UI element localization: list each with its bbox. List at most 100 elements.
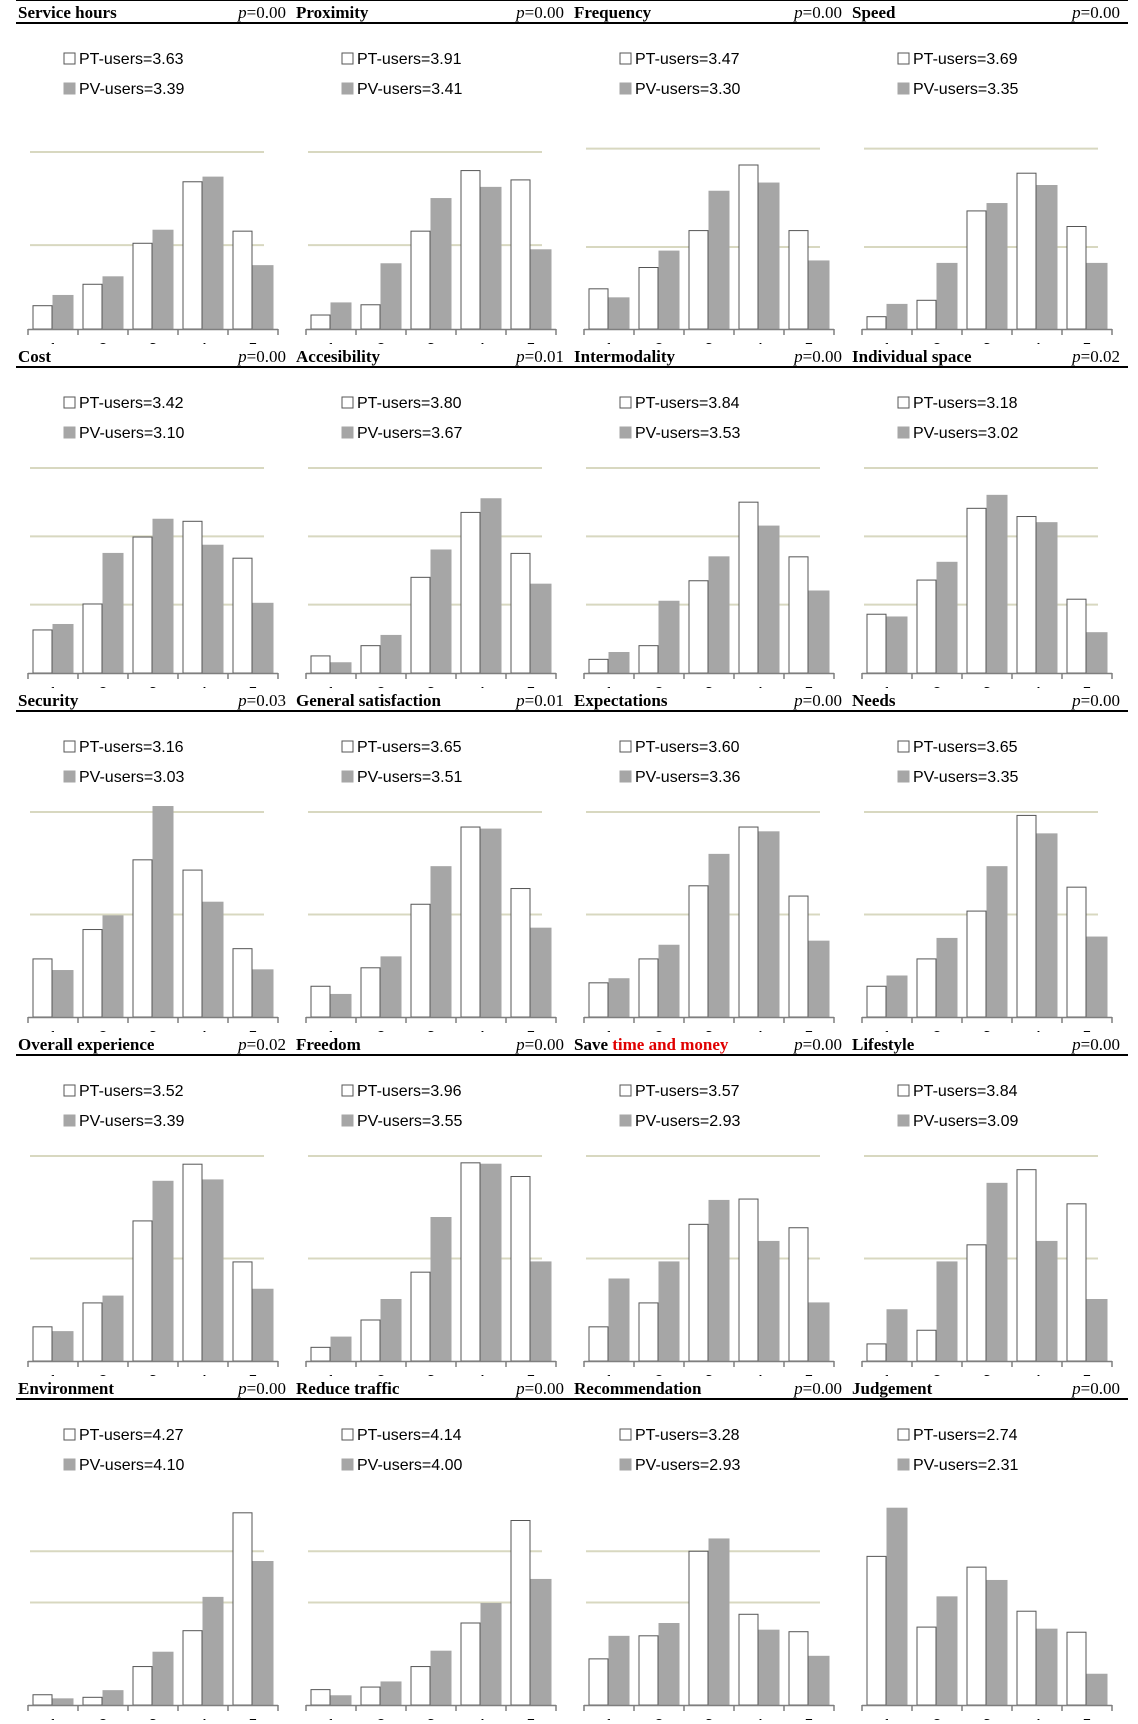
legend-pv-users-swatch (63, 1458, 76, 1471)
bar-pt-users-4 (460, 1162, 481, 1362)
bar-pt-users-1 (866, 316, 887, 330)
bar-pt-users-1 (866, 1555, 887, 1706)
legend-pt-users: PT-users=3.57 (619, 1083, 740, 1100)
x-tick-label-4: 4 (755, 1029, 764, 1032)
bar-pt-users-2 (916, 299, 937, 330)
x-tick-label-4: 4 (477, 685, 486, 688)
x-tick-label-1: 1 (883, 1029, 892, 1032)
bar-pv-users-2 (658, 1623, 680, 1706)
bar-pv-users-2 (936, 1596, 958, 1706)
bar-pv-users-4 (202, 1596, 224, 1706)
x-tick-label-4: 4 (477, 1717, 486, 1720)
legend-pt-users-swatch (897, 740, 910, 753)
bar-pt-users-2 (82, 1302, 103, 1362)
bar-pv-users-5 (1086, 936, 1108, 1018)
legend-pv-users-swatch (897, 82, 910, 95)
chart-title: Proximity (296, 3, 369, 22)
bar-pt-users-4 (182, 869, 203, 1018)
x-tick-label-3: 3 (149, 1373, 158, 1376)
x-tick-label-3: 3 (149, 685, 158, 688)
bar-pv-users-3 (152, 806, 174, 1018)
bar-pt-users-2 (638, 1635, 659, 1706)
bar-pv-users-5 (1086, 1299, 1108, 1362)
chart-header: Recommendation p=0.00 (572, 1376, 850, 1400)
x-tick-label-1: 1 (605, 685, 614, 688)
bar-chart-speed: PT-users=3.69 PV-users=3.35 1 2 3 4 5 (861, 51, 1113, 344)
bar-pv-users-1 (608, 652, 630, 674)
bar-pv-users-1 (886, 303, 908, 330)
legend-pv-users: PV-users=4.10 (63, 1457, 185, 1474)
bar-pt-users-3 (966, 507, 987, 674)
legend-pv-users-text: PV-users=3.35 (913, 769, 1019, 786)
legend-pv-users-text: PV-users=3.55 (357, 1113, 463, 1130)
chart-panel-speed: Speed p=0.00 PT-users=3.69 PV-users=3.35 1 2 3… (850, 0, 1128, 344)
bar-pv-users-3 (708, 556, 730, 674)
bar-pt-users-2 (82, 603, 103, 674)
chart-header: Proximity p=0.00 (294, 0, 572, 24)
x-tick-label-5: 5 (1083, 1717, 1092, 1720)
x-tick-label-2: 2 (933, 685, 942, 688)
bar-pv-users-2 (936, 937, 958, 1018)
bar-pt-users-3 (410, 576, 431, 674)
bar-pt-users-3 (132, 1220, 153, 1362)
x-tick-label-2: 2 (377, 341, 386, 344)
bar-pv-users-3 (708, 190, 730, 330)
chart-header: Needs p=0.00 (850, 688, 1128, 712)
chart-title: General satisfaction (296, 691, 441, 710)
bar-pv-users-4 (1036, 185, 1058, 330)
bar-pt-users-3 (132, 536, 153, 674)
legend-pt-users-swatch (341, 740, 354, 753)
bar-pt-users-4 (1016, 172, 1037, 330)
bar-pv-users-1 (52, 970, 74, 1018)
chart-panel-frequency: Frequency p=0.00 PT-users=3.47 PV-users=3.3… (572, 0, 850, 344)
legend-pv-users-swatch (897, 426, 910, 439)
bar-pv-users-5 (1086, 632, 1108, 674)
bar-pv-users-5 (808, 260, 830, 330)
bar-pt-users-5 (788, 556, 809, 674)
x-tick-label-4: 4 (199, 1373, 208, 1376)
legend-pv-users-text: PV-users=3.36 (635, 769, 741, 786)
legend-pt-users-text: PT-users=3.91 (357, 51, 462, 68)
bar-pt-users-5 (788, 1227, 809, 1362)
chart-panel-expectations: Expectations p=0.00 PT-users=3.60 PV-users=… (572, 688, 850, 1032)
bar-pt-users-3 (132, 859, 153, 1018)
x-tick-label-4: 4 (199, 1717, 208, 1720)
chart-title: Freedom (296, 1035, 361, 1054)
bar-pt-users-5 (788, 1631, 809, 1706)
bar-pt-users-1 (588, 288, 609, 330)
bar-pt-users-1 (310, 655, 331, 674)
x-tick-label-3: 3 (427, 1029, 436, 1032)
chart-header: Security p=0.03 (16, 688, 294, 712)
legend-pv-users: PV-users=3.53 (619, 425, 741, 442)
p-value-label: p=0.00 (794, 1035, 842, 1054)
bar-pv-users-5 (808, 1302, 830, 1362)
chart-header: Cost p=0.00 (16, 344, 294, 368)
chart-panel-needs: Needs p=0.00 PT-users=3.65 PV-users=3.35 1 2 3… (850, 688, 1128, 1032)
x-tick-label-2: 2 (655, 1373, 664, 1376)
chart-panel-intermodality: Intermodality p=0.00 PT-users=3.84 PV-users… (572, 344, 850, 688)
bar-pt-users-2 (82, 283, 103, 330)
x-tick-label-3: 3 (983, 341, 992, 344)
chart-panel-reduce-traffic: Reduce traffic p=0.00 PT-users=4.14 PV-user… (294, 1376, 572, 1720)
bar-pt-users-5 (510, 179, 531, 330)
bar-chart-needs: PT-users=3.65 PV-users=3.35 1 2 3 4 5 (861, 739, 1113, 1032)
p-value-label: p=0.00 (1072, 3, 1120, 22)
bar-pv-users-1 (330, 1695, 352, 1706)
legend-pv-users: PV-users=3.35 (897, 769, 1019, 786)
bar-pt-users-4 (182, 1630, 203, 1706)
x-tick-label-3: 3 (705, 685, 714, 688)
x-tick-label-1: 1 (327, 1717, 336, 1720)
x-tick-label-5: 5 (1083, 341, 1092, 344)
bar-pt-users-1 (310, 1346, 331, 1362)
bar-pv-users-2 (936, 561, 958, 674)
chart-panel-recommendation: Recommendation p=0.00 PT-users=3.28 PV-user… (572, 1376, 850, 1720)
bar-pt-users-1 (32, 629, 53, 674)
bar-pv-users-3 (986, 494, 1008, 674)
bar-pv-users-5 (252, 1288, 274, 1362)
legend-pt-users-text: PT-users=3.96 (357, 1083, 462, 1100)
legend-pv-users: PV-users=3.36 (619, 769, 741, 786)
bar-pt-users-4 (1016, 814, 1037, 1018)
legend-pt-users: PT-users=3.69 (897, 51, 1018, 68)
x-tick-label-5: 5 (805, 685, 814, 688)
bar-pv-users-1 (52, 1331, 74, 1362)
